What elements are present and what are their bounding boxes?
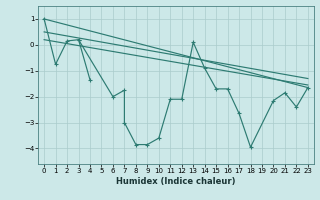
- X-axis label: Humidex (Indice chaleur): Humidex (Indice chaleur): [116, 177, 236, 186]
